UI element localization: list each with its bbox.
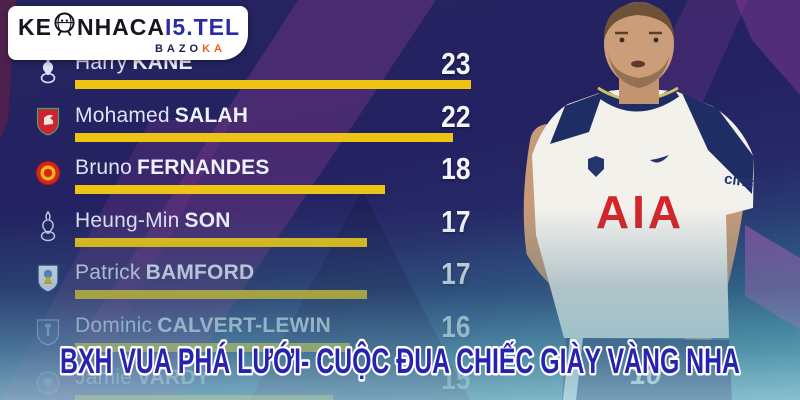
site-logo-wordmark: KE NHACA I5.TEL <box>18 12 240 42</box>
player-first-name: Mohamed <box>75 103 170 127</box>
player-name: Heung-Min SON <box>75 209 231 233</box>
goals-bar <box>75 80 471 89</box>
scorer-row: Heung-Min SON 17 <box>34 204 470 262</box>
headline-banner: BXH VUA PHÁ LƯỚI- CUỘC ĐUA CHIẾC GIÀY VÀ… <box>58 339 743 384</box>
tagline-dark: BAZO <box>154 43 203 55</box>
goals-count: 18 <box>440 151 470 186</box>
logo-text-suffix: I5.TEL <box>165 14 241 40</box>
goals-bar <box>75 237 368 247</box>
tagline-accent: KA <box>202 43 226 55</box>
player-eye <box>619 37 625 43</box>
globe-mascot-icon <box>53 12 76 42</box>
goals-bar <box>75 290 368 299</box>
goals-count: 17 <box>440 256 470 291</box>
player-name: Bruno FERNANDES <box>75 156 270 180</box>
goals-bar <box>75 395 333 400</box>
scorer-row: Bruno FERNANDES 18 <box>34 151 470 209</box>
player-eye <box>653 37 659 43</box>
goals-count: 23 <box>440 46 470 81</box>
site-logo: KE NHACA I5.TEL BAZOKA <box>8 6 248 60</box>
goals-count: 22 <box>440 98 470 134</box>
player-mouth <box>631 60 645 68</box>
player-first-name: Heung-Min <box>75 208 180 232</box>
site-logo-tagline: BAZOKA <box>18 43 226 55</box>
headline-text: BXH VUA PHÁ LƯỚI- CUỘC ĐUA CHIẾC GIÀY VÀ… <box>60 341 740 381</box>
player-name: Mohamed SALAH <box>75 104 248 128</box>
player-last-name: FERNANDES <box>137 156 270 179</box>
scorer-row: Mohamed SALAH 22 <box>34 99 470 157</box>
logo-text-prefix: KE <box>18 14 52 40</box>
goals-count: 17 <box>440 203 470 239</box>
logo-text-mid: NHACA <box>76 14 166 40</box>
liverpool-badge-icon <box>34 105 62 137</box>
player-name: Patrick BAMFORD <box>75 261 254 285</box>
goals-bar <box>75 132 454 142</box>
player-first-name: Bruno <box>75 156 133 179</box>
leeds-badge-icon <box>34 262 62 294</box>
player-last-name: SALAH <box>174 103 249 127</box>
goals-bar <box>75 185 385 194</box>
man-united-badge-icon <box>34 157 62 189</box>
scorer-row: Patrick BAMFORD 17 <box>34 256 470 314</box>
player-first-name: Patrick <box>75 261 141 284</box>
player-last-name: BAMFORD <box>145 261 255 284</box>
shirt-sponsor-text: AIA <box>596 186 684 238</box>
tottenham-badge-icon <box>34 210 62 242</box>
player-last-name: SON <box>184 208 231 232</box>
